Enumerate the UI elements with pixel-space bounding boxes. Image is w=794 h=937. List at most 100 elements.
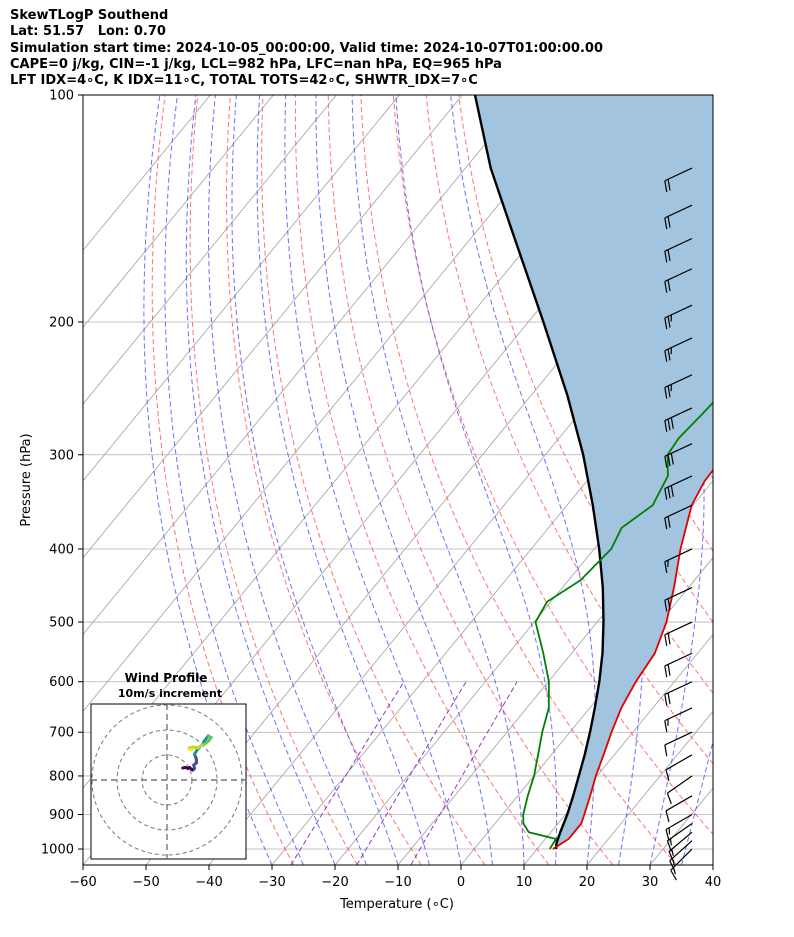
wind-barb: [664, 337, 693, 362]
wind-barb-feather: [664, 217, 668, 230]
figure-title: SkewTLogP Southend: [10, 8, 169, 23]
wind-barb-staff: [670, 848, 693, 871]
wind-barb-feather: [667, 418, 671, 431]
moist-adiabat-line: [164, 95, 304, 865]
hodograph-subtitle: 10m/s increment: [118, 687, 222, 700]
isotherm-line: [83, 95, 589, 712]
dry-adiabat-line: [226, 95, 422, 865]
times-line: Simulation start time: 2024-10-05_00:00:…: [10, 40, 603, 56]
isotherm-line: [83, 95, 526, 636]
y-tick-label: 600: [49, 675, 74, 690]
wind-barb-staff: [664, 731, 693, 746]
wind-barb-feather: [664, 665, 668, 678]
wind-barb: [666, 823, 693, 852]
wind-barb-feather: [670, 485, 674, 497]
x-tick-label: 10: [516, 875, 533, 890]
wind-barb-feather: [666, 840, 672, 852]
wind-barb-feather: [667, 633, 671, 645]
wind-barb-feather: [664, 720, 668, 732]
isotherm-line: [83, 95, 211, 251]
x-tick-label: 0: [457, 875, 465, 890]
wind-barb: [668, 831, 693, 863]
wind-barb-feather: [669, 838, 672, 846]
hodograph-segment: [188, 748, 194, 752]
wind-barb-feather: [664, 350, 668, 362]
wind-barb-feather: [664, 694, 668, 706]
wind-barb-feather: [664, 634, 668, 647]
wind-barb: [664, 652, 693, 678]
isotherm-line: [586, 710, 713, 865]
y-tick-label: 1000: [41, 843, 74, 858]
wind-barb-feather: [664, 488, 668, 500]
wind-barb-feather: [667, 598, 671, 611]
wind-barb-staff: [664, 586, 693, 601]
wind-barb-feather: [670, 453, 674, 465]
isotherm-line: [523, 633, 713, 865]
mixing-ratio-line: [356, 681, 467, 865]
wind-barb-feather: [667, 316, 671, 328]
wind-barb-staff: [669, 840, 693, 862]
isotherm-line: [83, 95, 337, 405]
y-tick-label: 200: [49, 315, 74, 330]
wind-barb-staff: [664, 548, 693, 563]
wind-barb-feather: [664, 744, 668, 757]
x-tick-label: −40: [195, 875, 222, 890]
parcel-profile-line: [473, 95, 605, 850]
hodograph-title: Wind Profile: [125, 671, 208, 685]
wind-barb: [664, 374, 693, 399]
wind-barb-feather: [667, 385, 671, 398]
indices-line-1: CAPE=0 j/kg, CIN=-1 j/kg, LCL=982 hPa, L…: [10, 56, 502, 72]
wind-barb: [664, 707, 693, 732]
wind-barb-staff: [664, 407, 693, 422]
moist-adiabat-line: [351, 95, 525, 865]
wind-barb: [664, 731, 693, 757]
wind-barb: [664, 475, 693, 500]
moist-adiabat-line: [284, 95, 462, 865]
dry-adiabat-line: [261, 95, 486, 865]
x-tick-label: 30: [642, 875, 659, 890]
wind-barb-staff: [664, 167, 693, 182]
y-tick-label: 300: [49, 448, 74, 463]
cin-cape-shading: [475, 95, 713, 849]
x-tick-label: 40: [705, 875, 722, 890]
wind-barb-staff: [668, 831, 693, 852]
wind-barb-staff: [664, 374, 693, 389]
y-tick-label: 800: [49, 769, 74, 784]
x-axis-label: Temperature (∘C): [339, 897, 454, 912]
figure-title-block: SkewTLogP Southend Lat: 51.57 Lon: 0.70 …: [10, 8, 603, 89]
y-tick-label: 900: [49, 808, 74, 823]
wind-barb: [664, 407, 693, 432]
x-tick-label: −30: [258, 875, 285, 890]
mixing-ratio-line: [290, 681, 405, 865]
wind-barb-staff: [664, 707, 693, 722]
mixing-ratio-line: [410, 681, 518, 865]
dry-adiabat-line: [151, 95, 294, 865]
wind-barb-feather: [667, 216, 671, 228]
moist-adiabat-line: [231, 95, 399, 865]
dry-adiabat-line: [392, 95, 713, 836]
axes-layer: −60 −50 −40 −30 −20 −10 0 10 20 30 40 1000 900 800 700…: [41, 89, 721, 891]
wind-barb-staff: [664, 337, 693, 352]
wind-barb-feather: [664, 387, 668, 399]
wind-barb-staff: [667, 823, 693, 842]
wind-barb-feather: [664, 180, 668, 193]
wind-barb: [664, 586, 693, 612]
wind-barb: [664, 268, 693, 293]
wind-barb: [664, 548, 693, 573]
wind-barb-staff: [665, 754, 693, 771]
moist-adiabat-line: [315, 95, 493, 865]
wind-barb-staff: [665, 814, 693, 831]
wind-barb-feather: [670, 417, 674, 429]
x-tick-label: −50: [132, 875, 159, 890]
wind-barbs-layer: [664, 167, 693, 881]
wind-barb-feather: [664, 561, 668, 573]
wind-barb: [669, 840, 693, 872]
wind-barb-staff: [665, 795, 693, 812]
wind-barb: [666, 775, 693, 805]
wind-barb-staff: [664, 204, 693, 219]
moist-adiabat-line: [256, 95, 430, 865]
wind-barb-feather: [664, 456, 668, 468]
wind-barb: [664, 621, 693, 647]
hodograph-plot: [91, 704, 246, 859]
isotherm-line: [397, 480, 713, 865]
